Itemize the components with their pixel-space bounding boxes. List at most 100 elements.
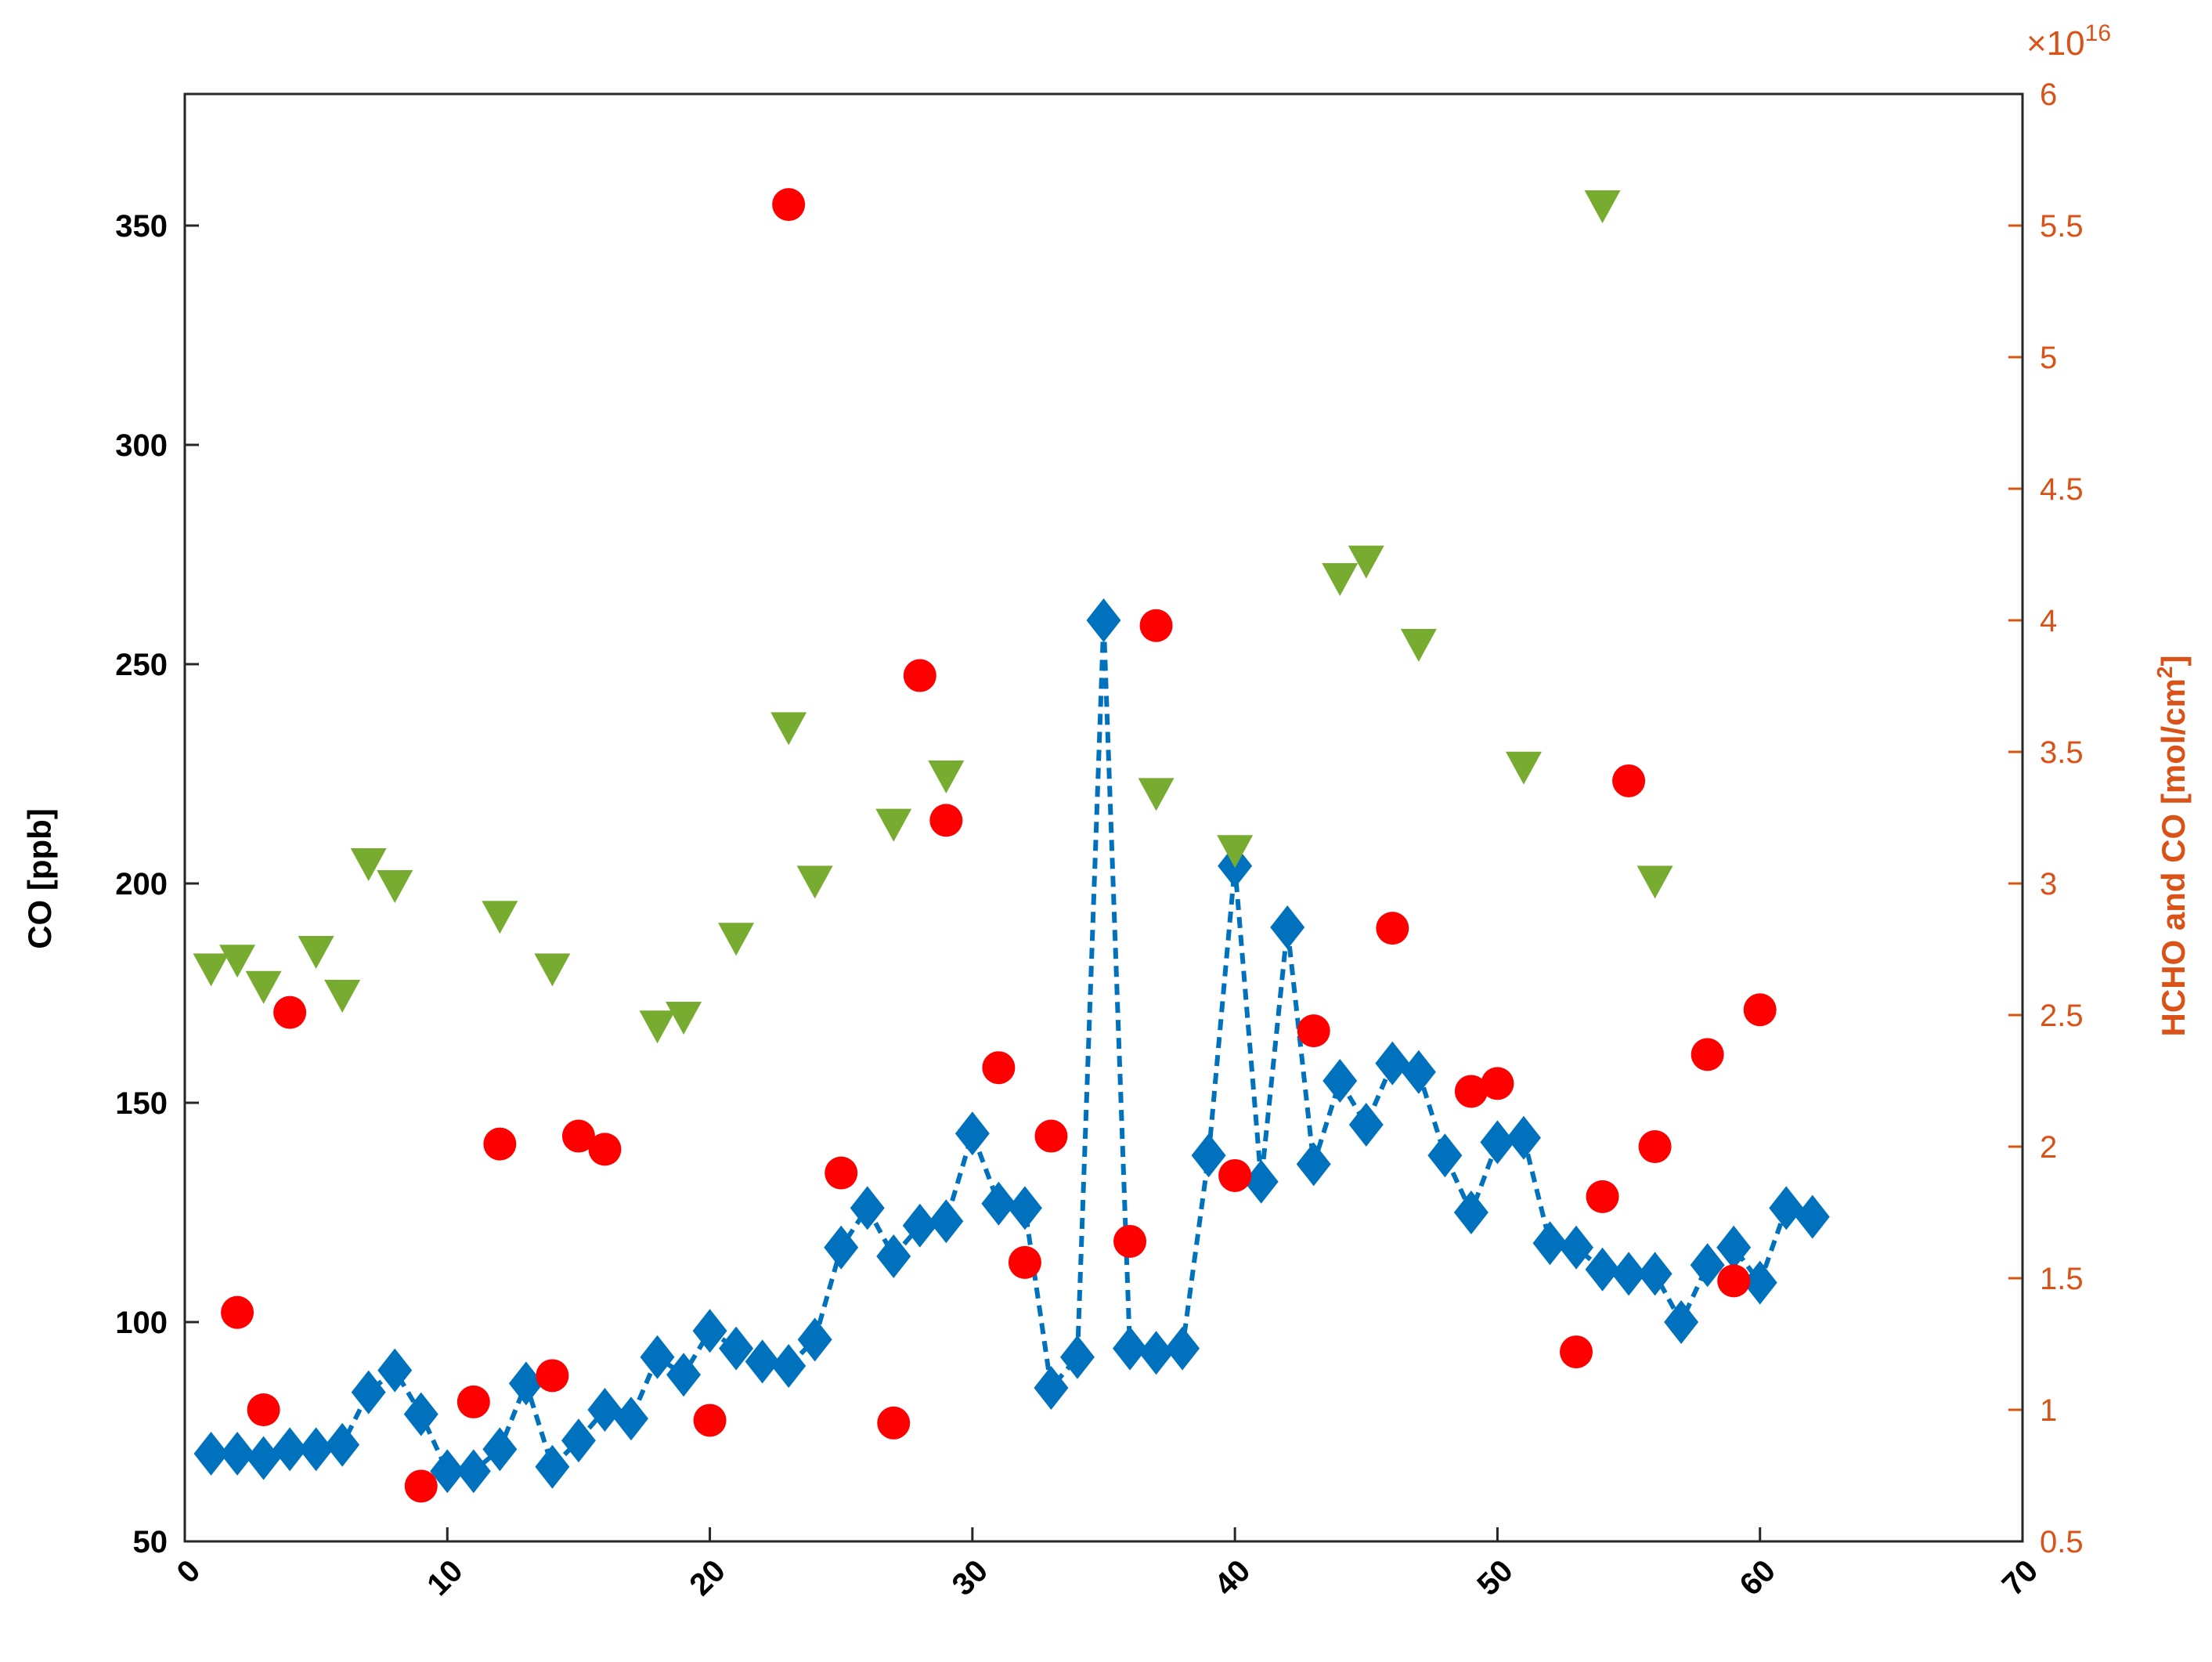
co-triangle-point: [1584, 190, 1621, 223]
right-axis-exponent: ×1016: [2026, 20, 2111, 63]
hcho-circle-point: [929, 804, 963, 837]
co-triangle-point: [718, 923, 755, 956]
co-ppb-diamond-point: [1034, 1366, 1069, 1410]
hcho-circle-point: [1454, 1075, 1488, 1108]
y-right-tick-label: 4.5: [2040, 472, 2084, 507]
y-left-tick-label: 350: [115, 209, 168, 244]
co-ppb-diamond-point: [1453, 1190, 1488, 1234]
co-ppb-diamond-point: [1113, 1326, 1148, 1371]
x-tick-label: 50: [1470, 1553, 1520, 1602]
x-tick-label: 30: [946, 1553, 995, 1602]
co-ppb-diamond-point: [1690, 1243, 1725, 1288]
hcho-circle-point: [1691, 1038, 1724, 1071]
co-ppb-diamond-point: [1664, 1300, 1699, 1344]
co-ppb-diamond-point: [1059, 1335, 1095, 1379]
co-ppb-diamond-point: [298, 1427, 334, 1472]
co-ppb-diamond-point: [1585, 1247, 1620, 1292]
co-ppb-diamond-point: [954, 1111, 990, 1156]
x-tick-label: 0: [171, 1553, 207, 1590]
co-triangle-point: [482, 901, 518, 934]
co-triangle-point: [666, 1002, 702, 1035]
co-ppb-diamond-point: [902, 1203, 937, 1248]
hcho-circle-point: [1586, 1180, 1619, 1213]
hcho-circle-point: [1297, 1014, 1330, 1048]
co-ppb-diamond-point: [824, 1225, 859, 1270]
y-right-tick-label: 3: [2040, 867, 2057, 901]
co-triangle-point: [639, 1010, 676, 1044]
co-triangle-point: [534, 953, 571, 987]
co-ppb-diamond-point: [1795, 1194, 1830, 1239]
hcho-circle-point: [1008, 1245, 1041, 1279]
co-ppb-diamond-point: [692, 1309, 727, 1353]
co-ppb-diamond-point: [535, 1444, 570, 1489]
co-ppb-diamond-point: [797, 1317, 832, 1362]
y-right-tick-label: 4: [2040, 604, 2057, 638]
co-ppb-diamond-point: [220, 1432, 255, 1476]
hcho-circle-point: [1481, 1067, 1514, 1100]
y-right-tick-label: 5: [2040, 341, 2057, 375]
co-ppb-diamond-point: [666, 1353, 702, 1397]
hcho-circle-point: [1560, 1335, 1593, 1369]
co-ppb-diamond-point: [1611, 1252, 1647, 1296]
y-axis-right-label-close: ]: [2155, 656, 2192, 667]
right-axis-exponent-power: 16: [2085, 20, 2111, 46]
y-axis-right-label-sup: 2: [2152, 667, 2177, 679]
y-axis-left-label: CO [ppb]: [21, 808, 58, 949]
y-right-tick-label: 1.5: [2040, 1262, 2084, 1296]
co-ppb-diamond-point: [1559, 1225, 1594, 1270]
co-ppb-diamond-point: [482, 1427, 518, 1472]
co-triangle-point: [298, 936, 334, 969]
hcho-circle-point: [1612, 764, 1646, 797]
data-layer: [193, 188, 1830, 1503]
co-ppb-diamond-point: [640, 1335, 675, 1379]
co-ppb-diamond-point: [351, 1370, 386, 1415]
co-triangle-point: [1217, 835, 1254, 869]
co-ppb-diamond-point: [587, 1388, 622, 1432]
co-ppb-diamond-point: [1716, 1225, 1752, 1270]
y-right-tick-label: 6: [2040, 78, 2057, 112]
y-left-tick-label: 200: [115, 867, 168, 901]
y-right-tick-label: 2.5: [2040, 999, 2084, 1033]
co-ppb-diamond-point: [1742, 1260, 1777, 1305]
co-triangle-point: [1400, 629, 1437, 662]
co-ppb-diamond-point: [771, 1344, 806, 1388]
y-left-tick-label: 100: [115, 1306, 168, 1340]
hcho-circle-point: [561, 1119, 595, 1153]
hcho-circle-point: [221, 1295, 254, 1329]
co-ppb-series-line: [211, 620, 1813, 1474]
hcho-circle-point: [825, 1156, 858, 1190]
co-ppb-diamond-point: [1427, 1133, 1463, 1178]
co-ppb-diamond-point: [1348, 1103, 1384, 1147]
hcho-circle-point: [1717, 1264, 1751, 1298]
co-ppb-diamond-point: [456, 1449, 491, 1494]
co-triangle-point: [377, 870, 413, 903]
y-left-tick-label: 300: [115, 428, 168, 463]
hcho-circle-point: [1743, 993, 1777, 1027]
co-triangle-point: [796, 865, 833, 899]
hcho-circle-point: [588, 1133, 622, 1166]
co-ppb-diamond-point: [325, 1422, 360, 1467]
y-axis-right-label: HCHO and CO [mol/cm2]: [2152, 656, 2192, 1037]
hcho-circle-point: [247, 1393, 280, 1426]
y-left-tick-label: 50: [133, 1525, 168, 1559]
co-triangle-point: [1636, 865, 1673, 899]
co-ppb-diamond-point: [561, 1418, 596, 1463]
co-ppb-diamond-point: [508, 1361, 543, 1406]
hcho-circle-point: [1218, 1158, 1252, 1192]
y-right-tick-label: 0.5: [2040, 1525, 2084, 1559]
hcho-circle-point: [483, 1127, 517, 1161]
right-axis-exponent-base: ×10: [2026, 24, 2085, 63]
ticks-layer: 0 10 20 30 40 50 60 70 50 100 150 200 250 300 350 0.5 1 1…: [115, 78, 2083, 1602]
co-ppb-diamond-point: [1191, 1133, 1226, 1178]
hcho-circle-point: [536, 1359, 569, 1393]
hcho-circle-point: [772, 188, 806, 222]
co-ppb-diamond-point: [272, 1427, 308, 1472]
hcho-circle-point: [1638, 1130, 1672, 1163]
co-ppb-diamond-point: [1637, 1252, 1673, 1296]
co-triangle-point: [193, 953, 229, 987]
co-ppb-diamond-point: [1375, 1041, 1410, 1086]
co-triangle-point: [1322, 563, 1359, 596]
co-ppb-diamond-point: [377, 1348, 413, 1393]
x-tick-label: 20: [683, 1553, 732, 1602]
